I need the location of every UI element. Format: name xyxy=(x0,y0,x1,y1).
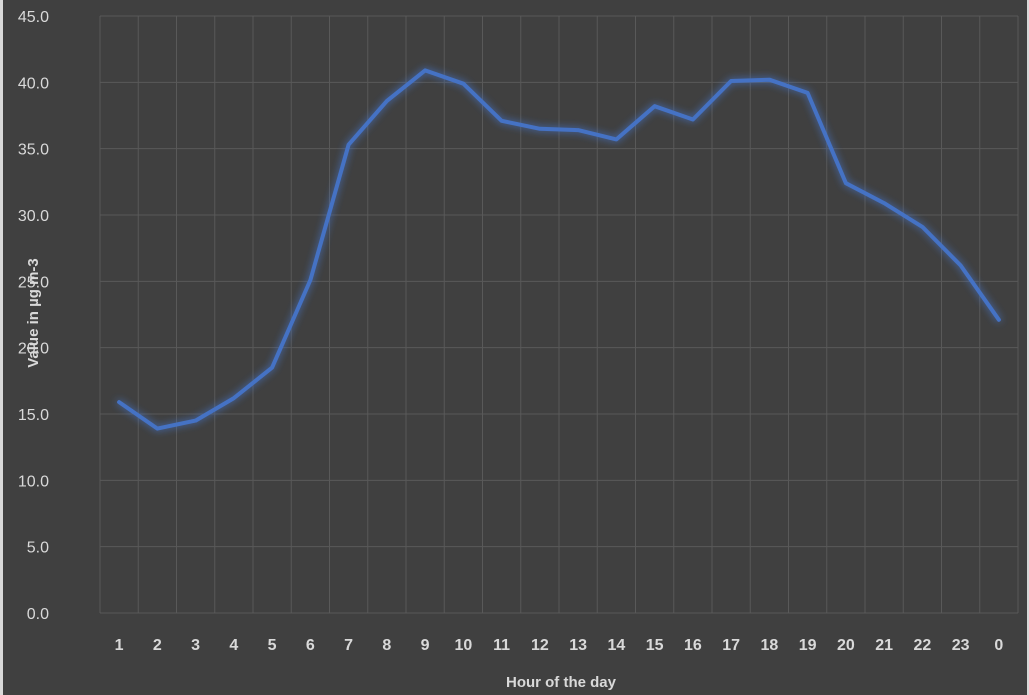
x-tick-label: 22 xyxy=(913,637,931,654)
y-tick-label: 25.0 xyxy=(18,274,49,291)
x-tick-label: 11 xyxy=(493,637,510,654)
x-tick-label: 21 xyxy=(875,637,893,654)
y-axis-ticks: 0.0 5.0 10.0 15.0 20.0 25.0 30.0 35.0 40.0 45.0 xyxy=(18,9,49,623)
data-point xyxy=(959,263,963,267)
data-point xyxy=(232,396,236,400)
data-point xyxy=(920,225,924,229)
x-tick-label: 3 xyxy=(191,637,200,654)
data-point xyxy=(538,127,542,131)
data-point xyxy=(423,68,427,72)
y-tick-label: 45.0 xyxy=(18,9,49,26)
data-point xyxy=(155,427,159,431)
x-tick-label: 5 xyxy=(268,637,277,654)
data-point xyxy=(117,400,121,404)
x-tick-label: 14 xyxy=(607,637,625,654)
data-point xyxy=(653,104,657,108)
x-tick-label: 2 xyxy=(153,637,162,654)
y-tick-label: 5.0 xyxy=(27,540,49,557)
data-point xyxy=(308,278,312,282)
x-tick-label: 9 xyxy=(421,637,430,654)
x-tick-label: 15 xyxy=(646,637,664,654)
y-tick-label: 20.0 xyxy=(18,341,49,358)
y-axis-title: Value in µg m-3 xyxy=(25,258,42,368)
x-tick-label: 18 xyxy=(760,637,778,654)
series-layer xyxy=(117,68,1001,431)
x-tick-label: 23 xyxy=(952,637,970,654)
data-point xyxy=(729,79,733,83)
x-axis-ticks: 1 2 3 4 5 6 7 8 9 10 11 12 13 14 15 16 17 18 19 20 21 22 23 0 xyxy=(115,637,1004,654)
x-tick-label: 0 xyxy=(994,637,1003,654)
data-point xyxy=(194,419,198,423)
x-tick-label: 16 xyxy=(684,637,702,654)
x-tick-label: 7 xyxy=(344,637,353,654)
x-axis-title: Hour of the day xyxy=(506,674,617,691)
gridlines xyxy=(99,15,1019,614)
data-point xyxy=(997,318,1001,322)
x-tick-label: 1 xyxy=(115,637,124,654)
y-tick-label: 35.0 xyxy=(18,142,49,159)
y-tick-label: 15.0 xyxy=(18,407,49,424)
data-point xyxy=(576,128,580,132)
x-tick-label: 13 xyxy=(569,637,587,654)
x-tick-label: 6 xyxy=(306,637,315,654)
x-tick-label: 19 xyxy=(799,637,817,654)
x-tick-label: 20 xyxy=(837,637,855,654)
series-line xyxy=(117,68,1001,431)
data-point xyxy=(844,181,848,185)
y-tick-label: 30.0 xyxy=(18,208,49,225)
data-point xyxy=(767,78,771,82)
x-tick-label: 12 xyxy=(531,637,549,654)
x-tick-label: 4 xyxy=(229,637,238,654)
data-point xyxy=(347,143,351,147)
data-point xyxy=(461,82,465,86)
data-point xyxy=(882,201,886,205)
data-point xyxy=(385,99,389,103)
data-point xyxy=(806,91,810,95)
y-tick-label: 0.0 xyxy=(27,606,49,623)
data-point xyxy=(691,117,695,121)
data-point xyxy=(270,366,274,370)
x-tick-label: 8 xyxy=(382,637,391,654)
y-tick-label: 40.0 xyxy=(18,75,49,92)
data-point xyxy=(500,119,504,123)
line-chart: 0.0 5.0 10.0 15.0 20.0 25.0 30.0 35.0 40.0 45.0 1… xyxy=(18,9,1019,691)
x-tick-label: 17 xyxy=(722,637,740,654)
data-point xyxy=(614,137,618,141)
x-tick-label: 10 xyxy=(454,637,472,654)
y-tick-label: 10.0 xyxy=(18,473,49,490)
